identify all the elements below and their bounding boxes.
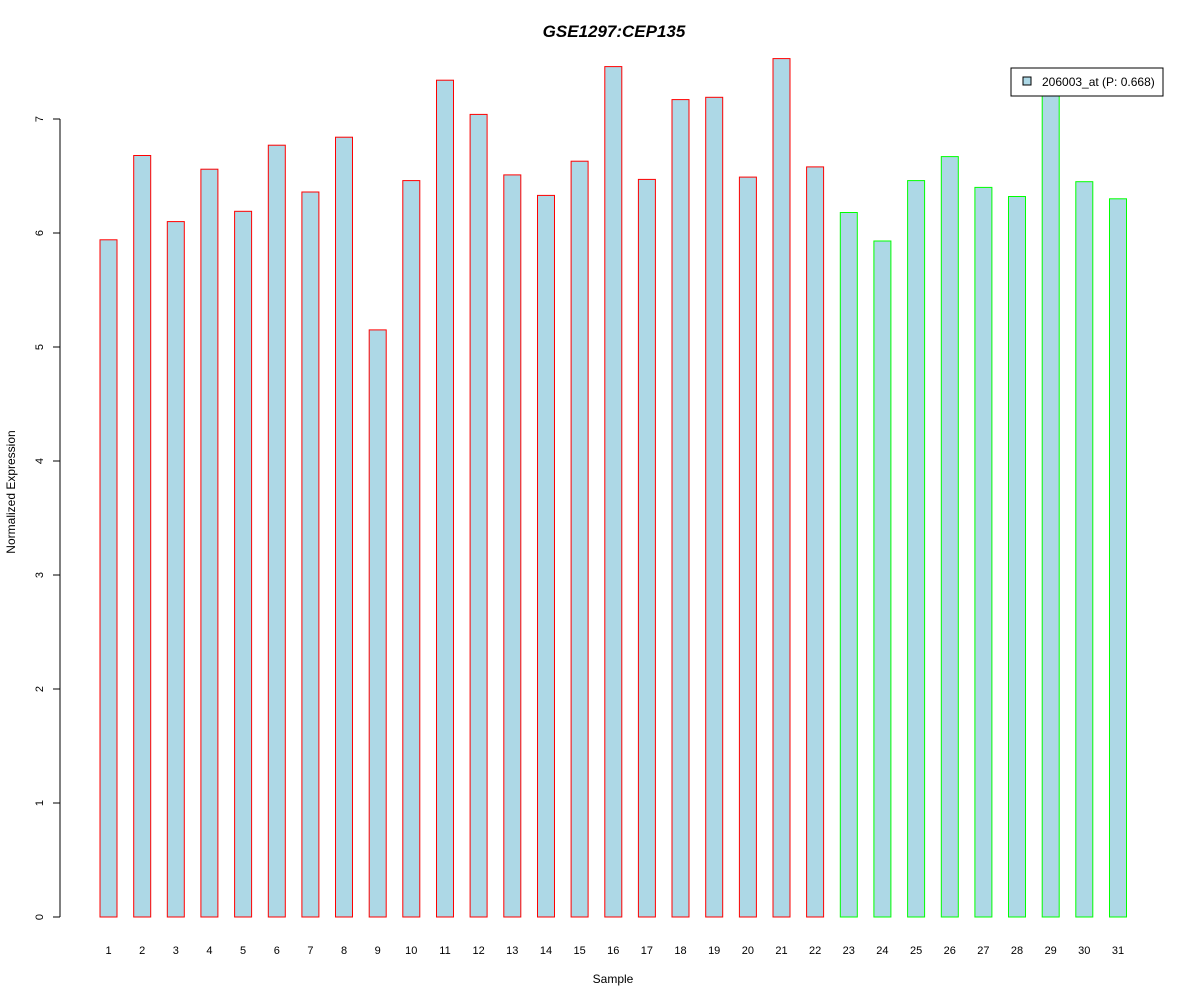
x-tick-label: 24 — [876, 945, 888, 957]
bar-sample-27 — [974, 186, 993, 918]
y-axis-label: Normalized Expression — [4, 430, 18, 553]
bar-sample-9 — [368, 329, 387, 918]
x-tick-label: 17 — [641, 945, 653, 957]
x-tick-label: 20 — [742, 945, 754, 957]
bar-sample-4 — [200, 168, 219, 918]
y-axis: 0 1 2 3 4 5 6 7 — [34, 116, 61, 920]
y-tick-label: 1 — [34, 800, 46, 806]
x-tick-label: 23 — [843, 945, 855, 957]
x-tick-label: 22 — [809, 945, 821, 957]
bar-sample-6 — [267, 144, 286, 918]
bar-sample-15 — [570, 160, 589, 918]
y-tick-label: 2 — [34, 686, 46, 692]
bar-sample-31 — [1109, 198, 1127, 918]
bar-sample-26 — [940, 156, 959, 918]
bar-sample-8 — [335, 136, 353, 918]
x-tick-label: 27 — [977, 945, 989, 957]
x-tick-labels: 1 2 3 4 5 6 7 8 9 10 11 12 13 14 15 16 17 18 19 20 21 22 23 24 2… — [105, 945, 1124, 957]
bars-group — [99, 58, 1127, 918]
legend-swatch — [1022, 76, 1032, 86]
y-tick-label: 6 — [34, 230, 46, 236]
bar-sample-18 — [671, 99, 690, 918]
legend-label: 206003_at (P: 0.668) — [1042, 75, 1155, 89]
bar-sample-19 — [705, 96, 724, 918]
x-tick-label: 26 — [944, 945, 956, 957]
x-tick-label: 19 — [708, 945, 720, 957]
y-tick-label: 3 — [34, 572, 46, 578]
x-tick-label: 7 — [307, 945, 313, 957]
x-tick-label: 31 — [1112, 945, 1124, 957]
x-tick-label: 1 — [105, 945, 111, 957]
x-tick-label: 6 — [274, 945, 280, 957]
bar-sample-30 — [1075, 181, 1094, 918]
x-tick-label: 15 — [573, 945, 585, 957]
y-tick-label: 4 — [34, 458, 46, 464]
x-tick-label: 28 — [1011, 945, 1023, 957]
x-tick-label: 18 — [674, 945, 686, 957]
bar-sample-13 — [503, 174, 522, 918]
x-tick-label: 10 — [405, 945, 417, 957]
bar-sample-14 — [537, 194, 555, 918]
x-tick-label: 11 — [439, 945, 450, 957]
x-tick-label: 16 — [607, 945, 619, 957]
legend: 206003_at (P: 0.668) — [1010, 67, 1164, 97]
bar-sample-11 — [436, 79, 454, 918]
y-tick-label: 7 — [34, 116, 46, 122]
x-tick-label: 25 — [910, 945, 922, 957]
x-tick-label: 9 — [375, 945, 381, 957]
bar-sample-21 — [772, 58, 791, 918]
bar-sample-25 — [907, 180, 926, 918]
bar-sample-12 — [469, 113, 488, 918]
bar-sample-23 — [839, 212, 858, 918]
y-tick-label: 0 — [34, 914, 46, 920]
x-tick-label: 30 — [1078, 945, 1090, 957]
chart-title: GSE1297:CEP135 — [543, 22, 686, 41]
bar-sample-1 — [99, 239, 118, 918]
x-tick-label: 29 — [1045, 945, 1057, 957]
x-tick-label: 8 — [341, 945, 347, 957]
x-tick-label: 21 — [775, 945, 787, 957]
x-axis-label: Sample — [593, 972, 634, 986]
x-tick-label: 3 — [173, 945, 179, 957]
bar-sample-10 — [402, 180, 421, 918]
bar-sample-28 — [1008, 196, 1026, 918]
x-tick-label: 13 — [506, 945, 518, 957]
x-tick-label: 5 — [240, 945, 246, 957]
legend-box — [1010, 67, 1164, 97]
x-tick-label: 4 — [206, 945, 212, 957]
bar-sample-7 — [301, 191, 320, 918]
y-tick-label: 5 — [34, 344, 46, 350]
bar-sample-3 — [166, 221, 185, 918]
bar-sample-17 — [637, 178, 656, 918]
x-tick-label: 2 — [139, 945, 145, 957]
bar-sample-5 — [234, 210, 253, 918]
bar-sample-22 — [806, 166, 825, 918]
x-tick-label: 14 — [540, 945, 552, 957]
bar-sample-20 — [738, 176, 757, 918]
bar-sample-29 — [1041, 93, 1060, 918]
bar-sample-2 — [133, 155, 152, 918]
bar-sample-16 — [604, 66, 623, 918]
x-tick-label: 12 — [472, 945, 484, 957]
bar-sample-24 — [873, 240, 892, 918]
